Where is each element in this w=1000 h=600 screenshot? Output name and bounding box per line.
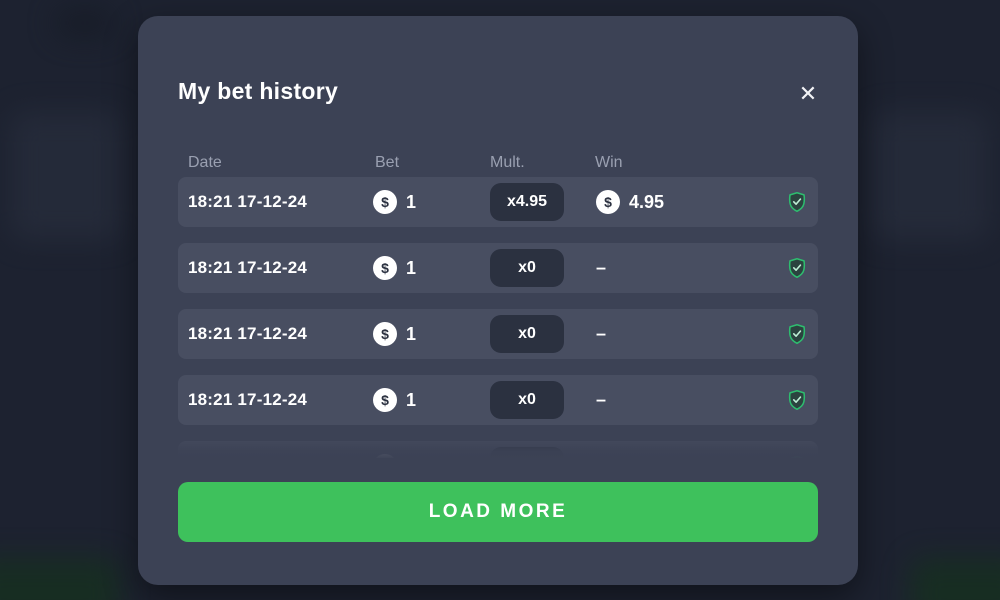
column-header-mult: Mult. [490, 154, 525, 171]
verified-shield-icon [788, 257, 806, 279]
dollar-coin-icon: $ [373, 454, 397, 458]
table-header: Date Bet Mult. Win [178, 154, 818, 174]
win-cell: $ – [596, 456, 606, 459]
verified-shield-icon [788, 323, 806, 345]
bet-date: 18:21 17-12-24 [188, 192, 308, 211]
bet-cell: $ 1 [373, 454, 416, 458]
bet-amount: 1 [406, 456, 416, 459]
bet-date: 18:21 17-12-24 [188, 456, 307, 458]
bet-date: 18:21 17-12-24 [188, 324, 308, 343]
bet-history-row: 18:21 17-12-24 $ 1 x4.95 $ 4.95 [178, 177, 818, 227]
multiplier-badge: x4.95 [490, 183, 564, 221]
win-cell: $ – [596, 390, 606, 411]
win-amount: 4.95 [629, 191, 665, 212]
bet-history-row: 18:21 17-12-24 $ 1 x0 $ – [178, 243, 818, 293]
bet-amount: 1 [406, 257, 417, 278]
dollar-coin-icon: $ [373, 256, 397, 280]
verified-shield-icon [788, 191, 806, 213]
win-amount: – [596, 389, 607, 410]
bet-amount: 1 [406, 191, 417, 212]
verified-shield-icon [790, 455, 804, 458]
win-cell: $ – [596, 258, 606, 279]
verified-shield-icon [788, 389, 806, 411]
win-amount: – [596, 257, 607, 278]
load-more-button[interactable]: LOAD MORE [178, 482, 818, 542]
dollar-coin-icon: $ [373, 322, 397, 346]
dollar-coin-icon: $ [373, 388, 397, 412]
dollar-coin-icon: $ [596, 190, 620, 214]
win-amount: – [596, 323, 607, 344]
bet-date: 18:21 17-12-24 [188, 258, 308, 277]
bet-history-modal: My bet history ✕ Date Bet Mult. Win 18:2… [138, 16, 858, 585]
bet-cell: $ 1 [373, 322, 416, 346]
background-blur-shape [10, 112, 122, 240]
bet-history-list: 18:21 17-12-24 $ 1 x4.95 $ 4.95 18:21 17… [178, 177, 818, 458]
column-header-bet: Bet [375, 154, 400, 171]
background-blur-shape [870, 112, 988, 240]
win-amount: – [596, 456, 606, 459]
modal-title: My bet history [178, 78, 339, 104]
bet-history-row: 18:21 17-12-24 $ 1 x0 $ – [178, 309, 818, 359]
win-cell: $ – [596, 324, 606, 345]
bet-amount: 1 [406, 323, 417, 344]
background-blur-shape [0, 558, 120, 600]
close-button[interactable]: ✕ [788, 74, 828, 114]
multiplier-badge: x0 [490, 249, 564, 287]
multiplier-badge: x0 [490, 315, 564, 353]
bet-amount: 1 [406, 389, 417, 410]
multiplier-badge: x0 [490, 381, 564, 419]
win-cell: $ 4.95 [596, 190, 664, 214]
multiplier-badge: x0 [490, 447, 564, 458]
background-blur-shape [55, 8, 115, 38]
column-header-win: Win [595, 154, 623, 171]
bet-cell: $ 1 [373, 256, 416, 280]
column-header-date: Date [188, 154, 222, 171]
bet-history-row: 18:21 17-12-24 $ 1 x0 $ – [178, 441, 818, 458]
dollar-coin-icon: $ [373, 190, 397, 214]
bet-cell: $ 1 [373, 190, 416, 214]
bet-cell: $ 1 [373, 388, 416, 412]
background-blur-shape [910, 558, 1000, 600]
bet-history-row: 18:21 17-12-24 $ 1 x0 $ – [178, 375, 818, 425]
close-icon: ✕ [798, 81, 818, 106]
bet-date: 18:21 17-12-24 [188, 390, 308, 409]
